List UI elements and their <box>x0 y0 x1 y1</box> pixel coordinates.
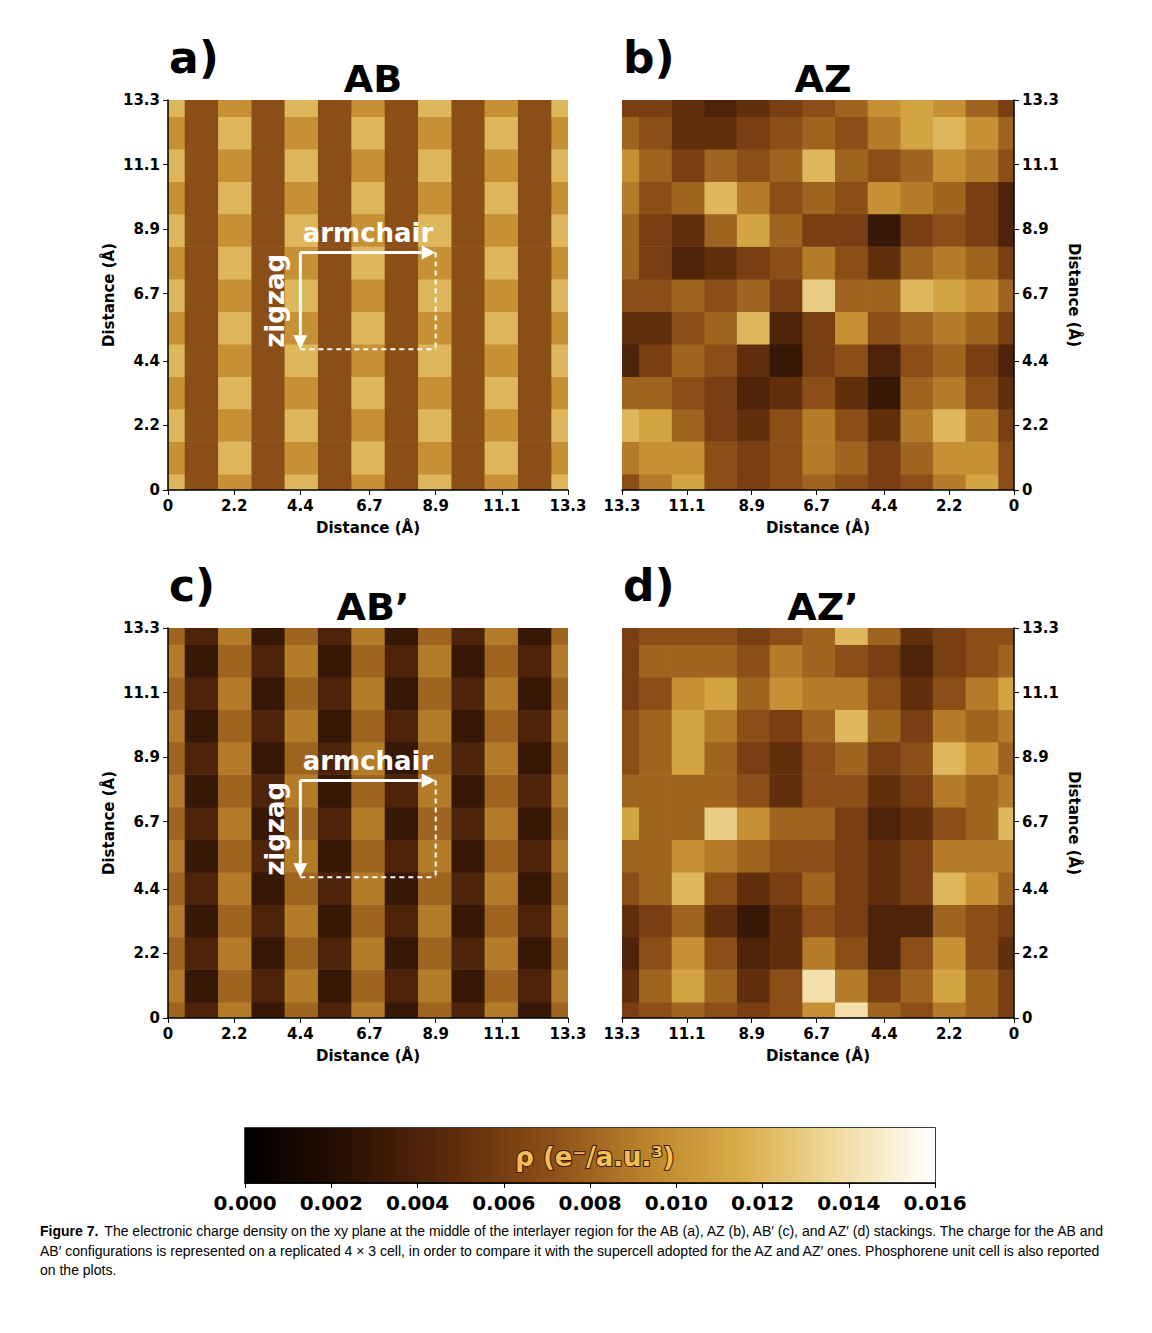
svg-text:13.3: 13.3 <box>123 619 160 637</box>
svg-text:0.008: 0.008 <box>558 1191 621 1215</box>
svg-text:11.1: 11.1 <box>1022 684 1059 702</box>
svg-text:6.7: 6.7 <box>1022 813 1049 831</box>
svg-text:armchair: armchair <box>303 746 434 776</box>
svg-text:Distance (Å): Distance (Å) <box>316 1046 420 1065</box>
svg-text:13.3: 13.3 <box>1022 619 1059 637</box>
svg-text:13.3: 13.3 <box>549 497 586 515</box>
svg-text:0.012: 0.012 <box>731 1191 794 1215</box>
svg-text:11.1: 11.1 <box>123 684 160 702</box>
svg-text:AB’: AB’ <box>337 585 410 629</box>
svg-text:c): c) <box>169 560 215 611</box>
svg-text:8.9: 8.9 <box>133 748 160 766</box>
svg-text:11.1: 11.1 <box>668 1025 705 1043</box>
svg-text:6.7: 6.7 <box>356 497 383 515</box>
svg-text:2.2: 2.2 <box>221 497 248 515</box>
svg-text:13.3: 13.3 <box>549 1025 586 1043</box>
svg-text:0.016: 0.016 <box>903 1191 966 1215</box>
svg-text:AB: AB <box>344 57 402 101</box>
svg-text:0.006: 0.006 <box>472 1191 535 1215</box>
svg-text:0.000: 0.000 <box>213 1191 276 1215</box>
svg-text:zigzag: zigzag <box>260 254 290 348</box>
svg-text:6.7: 6.7 <box>133 813 160 831</box>
svg-text:armchair: armchair <box>303 218 434 248</box>
svg-text:13.3: 13.3 <box>1022 91 1059 109</box>
svg-text:0: 0 <box>1009 1025 1019 1043</box>
svg-text:0: 0 <box>163 1025 173 1043</box>
svg-text:11.1: 11.1 <box>123 156 160 174</box>
svg-text:2.2: 2.2 <box>1022 416 1049 434</box>
svg-text:11.1: 11.1 <box>483 497 520 515</box>
svg-text:4.4: 4.4 <box>871 1025 898 1043</box>
svg-text:d): d) <box>623 560 675 611</box>
svg-text:2.2: 2.2 <box>936 1025 963 1043</box>
svg-text:8.9: 8.9 <box>738 497 765 515</box>
svg-text:ρ (e⁻/a.u.³): ρ (e⁻/a.u.³) <box>515 1142 674 1172</box>
svg-text:b): b) <box>623 32 675 83</box>
svg-text:2.2: 2.2 <box>1022 944 1049 962</box>
html-text:Figure 7. The electronic charg: Figure 7. The electronic charge density … <box>40 1223 1104 1279</box>
svg-text:Distance (Å): Distance (Å) <box>766 1046 870 1065</box>
svg-text:0: 0 <box>1022 481 1032 499</box>
svg-text:4.4: 4.4 <box>287 497 314 515</box>
svg-text:4.4: 4.4 <box>133 880 160 898</box>
svg-text:4.4: 4.4 <box>133 352 160 370</box>
svg-text:4.4: 4.4 <box>871 497 898 515</box>
svg-text:13.3: 13.3 <box>123 91 160 109</box>
svg-text:zigzag: zigzag <box>260 782 290 876</box>
svg-text:8.9: 8.9 <box>422 497 449 515</box>
svg-text:0.004: 0.004 <box>386 1191 449 1215</box>
svg-text:13.3: 13.3 <box>603 497 640 515</box>
svg-text:4.4: 4.4 <box>1022 880 1049 898</box>
svg-text:2.2: 2.2 <box>936 497 963 515</box>
svg-text:0.014: 0.014 <box>817 1191 880 1215</box>
svg-text:6.7: 6.7 <box>1022 285 1049 303</box>
svg-text:6.7: 6.7 <box>803 1025 830 1043</box>
svg-text:0: 0 <box>150 481 160 499</box>
svg-text:6.7: 6.7 <box>133 285 160 303</box>
svg-text:8.9: 8.9 <box>1022 748 1049 766</box>
svg-text:8.9: 8.9 <box>1022 220 1049 238</box>
svg-text:6.7: 6.7 <box>356 1025 383 1043</box>
svg-text:Distance (Å): Distance (Å) <box>99 243 118 347</box>
svg-text:0: 0 <box>1022 1009 1032 1027</box>
svg-text:0.002: 0.002 <box>300 1191 363 1215</box>
svg-text:6.7: 6.7 <box>803 497 830 515</box>
svg-text:4.4: 4.4 <box>1022 352 1049 370</box>
svg-text:Distance (Å): Distance (Å) <box>766 518 870 537</box>
svg-text:0: 0 <box>150 1009 160 1027</box>
svg-text:Distance (Å): Distance (Å) <box>1065 243 1084 347</box>
svg-text:11.1: 11.1 <box>668 497 705 515</box>
svg-text:0: 0 <box>163 497 173 515</box>
svg-text:Distance (Å): Distance (Å) <box>316 518 420 537</box>
svg-text:0.010: 0.010 <box>645 1191 708 1215</box>
svg-text:2.2: 2.2 <box>221 1025 248 1043</box>
svg-text:Distance (Å): Distance (Å) <box>99 771 118 875</box>
svg-text:AZ’: AZ’ <box>787 585 858 629</box>
svg-text:13.3: 13.3 <box>603 1025 640 1043</box>
svg-text:4.4: 4.4 <box>287 1025 314 1043</box>
svg-text:Distance (Å): Distance (Å) <box>1065 771 1084 875</box>
svg-text:2.2: 2.2 <box>133 416 160 434</box>
svg-text:8.9: 8.9 <box>422 1025 449 1043</box>
svg-text:8.9: 8.9 <box>738 1025 765 1043</box>
svg-text:a): a) <box>169 32 219 83</box>
svg-text:11.1: 11.1 <box>1022 156 1059 174</box>
svg-text:AZ: AZ <box>795 57 852 101</box>
svg-text:0: 0 <box>1009 497 1019 515</box>
svg-text:2.2: 2.2 <box>133 944 160 962</box>
svg-text:8.9: 8.9 <box>133 220 160 238</box>
svg-text:11.1: 11.1 <box>483 1025 520 1043</box>
